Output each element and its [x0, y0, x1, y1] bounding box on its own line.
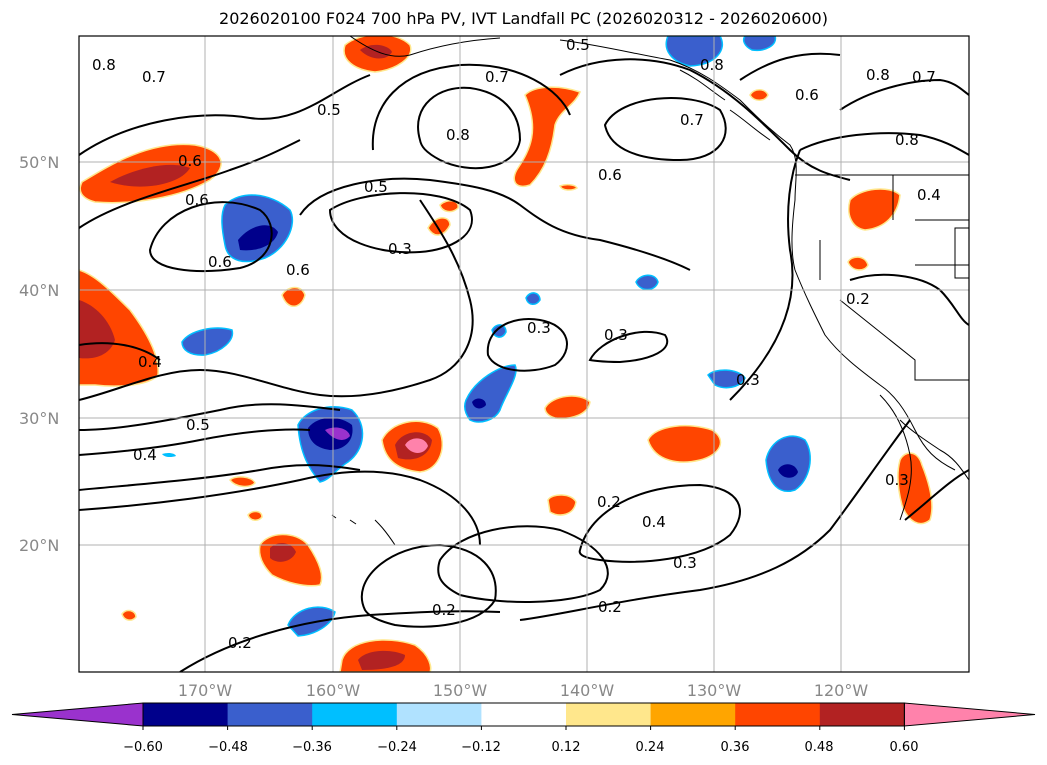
colorbar-label: −0.36 — [292, 740, 332, 755]
contour-label: 0.6 — [598, 166, 622, 184]
colorbar-segment — [819, 703, 905, 726]
contour-lines — [79, 52, 969, 672]
contour-label: 0.3 — [527, 319, 551, 337]
contour-label: 0.5 — [186, 416, 210, 434]
lon-label: 150°W — [433, 681, 488, 700]
colorbar-segment — [650, 703, 736, 726]
contour-label: 0.8 — [446, 126, 470, 144]
shade-red-46N — [848, 188, 901, 231]
contour-label: 0.5 — [566, 36, 590, 54]
shade-blue-26N — [765, 435, 811, 492]
contour-label: 0.2 — [432, 601, 456, 619]
colorbar-segment — [143, 703, 229, 726]
lat-label: 40°N — [19, 281, 59, 300]
contour-label: 0.2 — [597, 493, 621, 511]
colorbar-segment — [481, 703, 567, 726]
contour-label: 0.3 — [736, 371, 760, 389]
contour-label: 0.8 — [895, 131, 919, 149]
contour-label: 0.2 — [228, 634, 252, 652]
contour-label: 0.3 — [388, 240, 412, 258]
plot-title: 2026020100 F024 700 hPa PV, IVT Landfall… — [219, 9, 828, 28]
latitude-labels: 50°N 40°N 30°N 20°N — [19, 153, 59, 555]
shade-blue-top2 — [742, 36, 777, 52]
contour-label: 0.7 — [680, 111, 704, 129]
contour-label: 0.8 — [92, 56, 116, 74]
shade-red-55N — [513, 86, 581, 187]
contour-label: 0.7 — [142, 68, 166, 86]
colorbar-segment — [735, 703, 821, 726]
colorbar-label: 0.24 — [636, 740, 665, 755]
contour-label: 0.8 — [866, 66, 890, 84]
colorbar-segment — [566, 703, 652, 726]
colorbar-label: −0.12 — [461, 740, 501, 755]
contour-label: 0.5 — [364, 178, 388, 196]
lon-label: 170°W — [178, 681, 233, 700]
colorbar-label: 0.36 — [721, 740, 750, 755]
shade-blue-35N — [181, 327, 234, 356]
map-area — [79, 36, 969, 672]
shade-red-22N — [547, 494, 577, 516]
contour-label: 0.8 — [700, 56, 724, 74]
colorbar-label: 0.12 — [552, 740, 581, 755]
contour-label: 0.7 — [912, 68, 936, 86]
shade-blue-15N — [287, 606, 336, 637]
contour-label: 0.4 — [642, 513, 666, 531]
lat-label: 20°N — [19, 536, 59, 555]
shade-red-left — [79, 269, 159, 387]
colorbar-label: −0.60 — [123, 740, 163, 755]
lat-label: 50°N — [19, 153, 59, 172]
contour-label: 0.2 — [846, 290, 870, 308]
contour-label: 0.4 — [138, 353, 162, 371]
colorbar-extend-max — [903, 702, 1036, 727]
colorbar-label: −0.24 — [377, 740, 417, 755]
lon-label: 120°W — [814, 681, 869, 700]
colorbar-outline — [142, 702, 905, 727]
lon-label: 140°W — [560, 681, 615, 700]
coastlines — [331, 36, 969, 546]
contour-label: 0.6 — [208, 253, 232, 271]
lat-label: 30°N — [19, 409, 59, 428]
colorbar-label: −0.48 — [208, 740, 248, 755]
lon-label: 130°W — [687, 681, 742, 700]
contour-label: 0.3 — [885, 471, 909, 489]
shade-red-40N — [281, 286, 306, 307]
contour-label: 0.4 — [133, 446, 157, 464]
shade-blue-small — [525, 292, 541, 305]
contour-label: 0.6 — [178, 152, 202, 170]
colorbar-segment — [227, 703, 313, 726]
contour-label: 0.3 — [604, 326, 628, 344]
colorbar-label: 0.60 — [890, 740, 919, 755]
lon-label: 160°W — [306, 681, 361, 700]
map-frame — [78, 35, 970, 673]
contour-label: 0.6 — [286, 261, 310, 279]
contour-label: 0.5 — [317, 101, 341, 119]
shade-blue-33Nb — [707, 369, 746, 389]
colorbar-segment — [312, 703, 398, 726]
contour-label: 0.3 — [673, 554, 697, 572]
contour-label: 0.4 — [917, 186, 941, 204]
colorbar — [11, 702, 1036, 730]
colorbar-segment — [396, 703, 482, 726]
longitude-labels: 170°W 160°W 150°W 140°W 130°W 120°W — [178, 681, 869, 700]
contour-label: 0.6 — [795, 86, 819, 104]
gridlines — [79, 36, 969, 672]
shade-blue-top — [665, 36, 723, 67]
contour-labels: 0.8 0.7 0.5 0.5 0.7 0.8 0.7 0.6 0.6 0.6 … — [92, 36, 941, 652]
contour-label: 0.6 — [185, 191, 209, 209]
contour-label: 0.2 — [598, 598, 622, 616]
shade-red-30N — [544, 395, 591, 420]
colorbar-label: 0.48 — [805, 740, 834, 755]
shaded-regions — [79, 36, 933, 672]
shade-red-27N — [647, 424, 722, 463]
colorbar-labels: −0.60 −0.48 −0.36 −0.24 −0.12 0.12 0.24 … — [123, 740, 918, 755]
contour-label: 0.7 — [485, 68, 509, 86]
colorbar-extend-min — [11, 702, 144, 727]
